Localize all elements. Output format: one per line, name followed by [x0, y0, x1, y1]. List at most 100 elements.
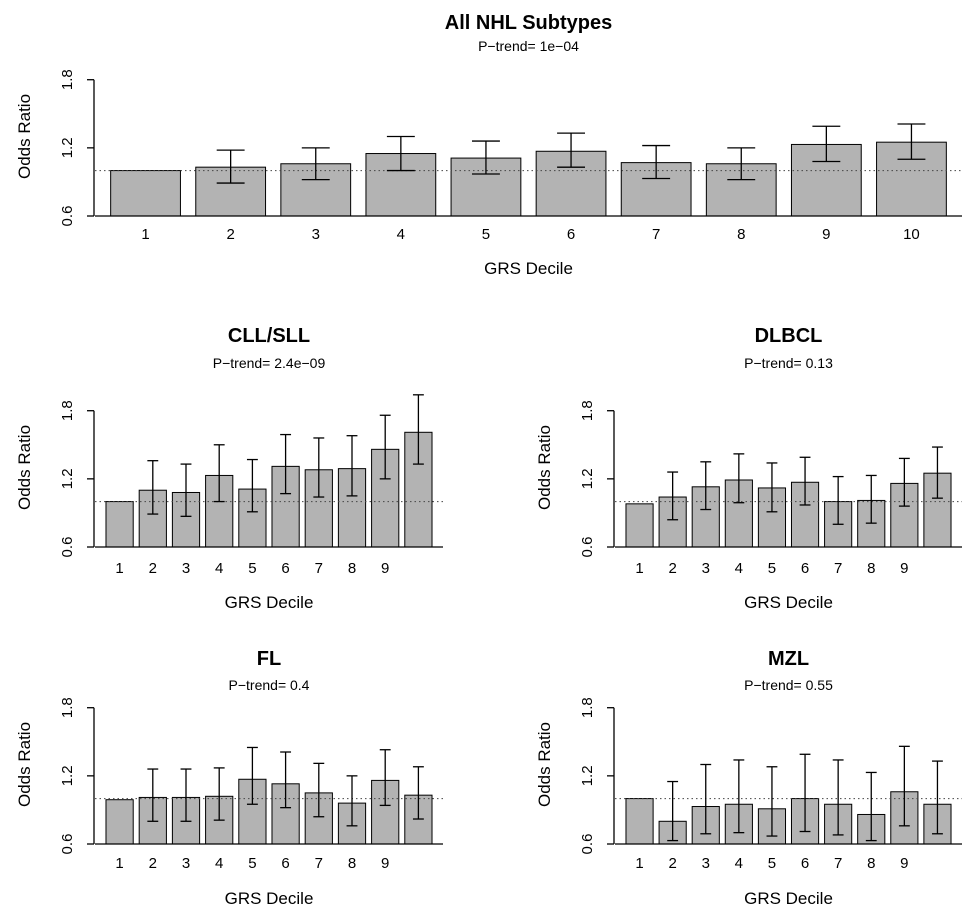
- x-tick-label: 7: [834, 560, 842, 577]
- y-tick-label: 1.2: [59, 765, 76, 786]
- error-bar-decile-7: [832, 475, 844, 525]
- error-bar-decile-7: [832, 759, 844, 836]
- x-tick-label: 4: [735, 560, 743, 577]
- x-tick-label: 1: [141, 226, 149, 243]
- bar-decile-1: [625, 798, 654, 845]
- error-bar-decile-2: [667, 780, 679, 842]
- chart-panel-fl: FL P−trend= 0.4 0.6 1.2 1.8 Odds Ratio 1 2 3 4 5 6 7…: [15, 648, 443, 908]
- chart-subtitle: P−trend= 2.4e−09: [213, 355, 326, 371]
- x-tick-label: 3: [182, 855, 190, 872]
- error-bar-decile-7: [313, 437, 325, 498]
- x-tick-label: 9: [900, 560, 908, 577]
- x-tick-label: 7: [834, 855, 842, 872]
- y-axis-label: Odds Ratio: [535, 722, 554, 807]
- x-tick-label: 1: [635, 855, 643, 872]
- error-bar-decile-5: [246, 746, 258, 805]
- y-tick-label: 1.8: [59, 697, 76, 718]
- error-bar-decile-3: [180, 768, 192, 822]
- x-tick-label: 5: [248, 855, 256, 872]
- x-tick-label: 2: [149, 560, 157, 577]
- error-bar-decile-9: [379, 749, 391, 807]
- error-bar-decile-8: [346, 435, 358, 497]
- chart-title: CLL/SLL: [228, 325, 310, 347]
- bar-decile-1: [110, 170, 181, 217]
- x-tick-label: 9: [822, 226, 830, 243]
- error-bar-decile-10: [932, 446, 943, 499]
- x-tick-label: 8: [867, 855, 875, 872]
- x-tick-label: 8: [867, 560, 875, 577]
- x-tick-label: 4: [397, 226, 405, 243]
- error-bar-decile-10: [412, 766, 424, 820]
- x-tick-label: 4: [215, 855, 223, 872]
- x-tick-label: 1: [115, 560, 123, 577]
- chart-subtitle: P−trend= 0.55: [744, 677, 833, 693]
- y-tick-label: 1.8: [579, 697, 596, 718]
- y-tick-label: 0.6: [59, 206, 76, 227]
- y-tick-label: 1.2: [579, 468, 596, 489]
- x-tick-label: 6: [801, 560, 809, 577]
- y-axis-label: Odds Ratio: [535, 425, 554, 510]
- x-tick-label: 1: [635, 560, 643, 577]
- error-bar-decile-9: [898, 745, 910, 827]
- x-tick-label: 3: [312, 226, 320, 243]
- x-tick-label: 6: [801, 855, 809, 872]
- error-bar-decile-6: [557, 132, 586, 168]
- chart-subtitle: P−trend= 0.13: [744, 355, 833, 371]
- x-tick-label: 4: [735, 855, 743, 872]
- x-tick-label: 8: [348, 560, 356, 577]
- error-bar-decile-2: [147, 460, 159, 515]
- error-bar-decile-4: [733, 759, 745, 834]
- y-axis-label: Odds Ratio: [15, 94, 34, 179]
- y-tick-label: 1.8: [579, 400, 596, 421]
- error-bar-decile-6: [799, 753, 811, 833]
- x-tick-label: 6: [281, 560, 289, 577]
- x-tick-label: 9: [381, 560, 389, 577]
- bar-decile-1: [105, 799, 134, 845]
- error-bar-decile-9: [898, 457, 910, 507]
- x-tick-label: 10: [903, 226, 920, 243]
- x-tick-label: 8: [737, 226, 745, 243]
- y-axis-label: Odds Ratio: [15, 425, 34, 510]
- error-bar-decile-6: [280, 751, 292, 809]
- error-bar-decile-8: [346, 775, 358, 827]
- x-tick-label: 7: [652, 226, 660, 243]
- chart-panel-dlbcl: DLBCL P−trend= 0.13 0.6 1.2 1.8 Odds Ratio 1 2 3…: [535, 325, 962, 612]
- x-tick-label: 6: [281, 855, 289, 872]
- error-bar-decile-2: [147, 768, 159, 822]
- x-axis-label: GRS Decile: [744, 889, 833, 908]
- x-tick-label: 5: [768, 560, 776, 577]
- error-bar-decile-5: [766, 462, 778, 513]
- error-bar-decile-3: [180, 463, 192, 517]
- error-bar-decile-5: [766, 766, 778, 837]
- x-tick-label: 2: [226, 226, 234, 243]
- x-tick-label: 2: [149, 855, 157, 872]
- y-tick-label: 0.6: [579, 834, 596, 855]
- x-tick-label: 5: [482, 226, 490, 243]
- x-axis-label: GRS Decile: [484, 259, 573, 278]
- y-tick-label: 1.8: [59, 69, 76, 90]
- x-tick-label: 3: [702, 855, 710, 872]
- x-axis-label: GRS Decile: [225, 593, 314, 612]
- error-bar-decile-3: [301, 147, 330, 181]
- x-tick-label: 6: [567, 226, 575, 243]
- x-tick-label: 1: [115, 855, 123, 872]
- chart-panel-cll-sll: CLL/SLL P−trend= 2.4e−09 0.6 1.2 1.8 Odds Rat…: [15, 325, 443, 612]
- x-tick-label: 4: [215, 560, 223, 577]
- chart-title: All NHL Subtypes: [445, 12, 612, 34]
- x-tick-label: 3: [702, 560, 710, 577]
- error-bar-decile-8: [865, 474, 877, 524]
- chart-subtitle: P−trend= 1e−04: [478, 38, 579, 54]
- error-bar-decile-8: [865, 771, 877, 842]
- error-bar-decile-9: [812, 125, 841, 163]
- chart-subtitle: P−trend= 0.4: [229, 677, 310, 693]
- error-bar-decile-2: [667, 471, 679, 521]
- y-axis-label: Odds Ratio: [15, 722, 34, 807]
- error-bar-decile-4: [213, 444, 225, 503]
- error-bar-decile-4: [213, 767, 225, 821]
- chart-panel-mzl: MZL P−trend= 0.55 0.6 1.2 1.8 Odds Ratio 1 2 3 4 5…: [535, 648, 962, 908]
- error-bar-decile-4: [386, 135, 415, 172]
- x-tick-label: 9: [381, 855, 389, 872]
- x-tick-label: 3: [182, 560, 190, 577]
- error-bar-decile-6: [280, 433, 292, 495]
